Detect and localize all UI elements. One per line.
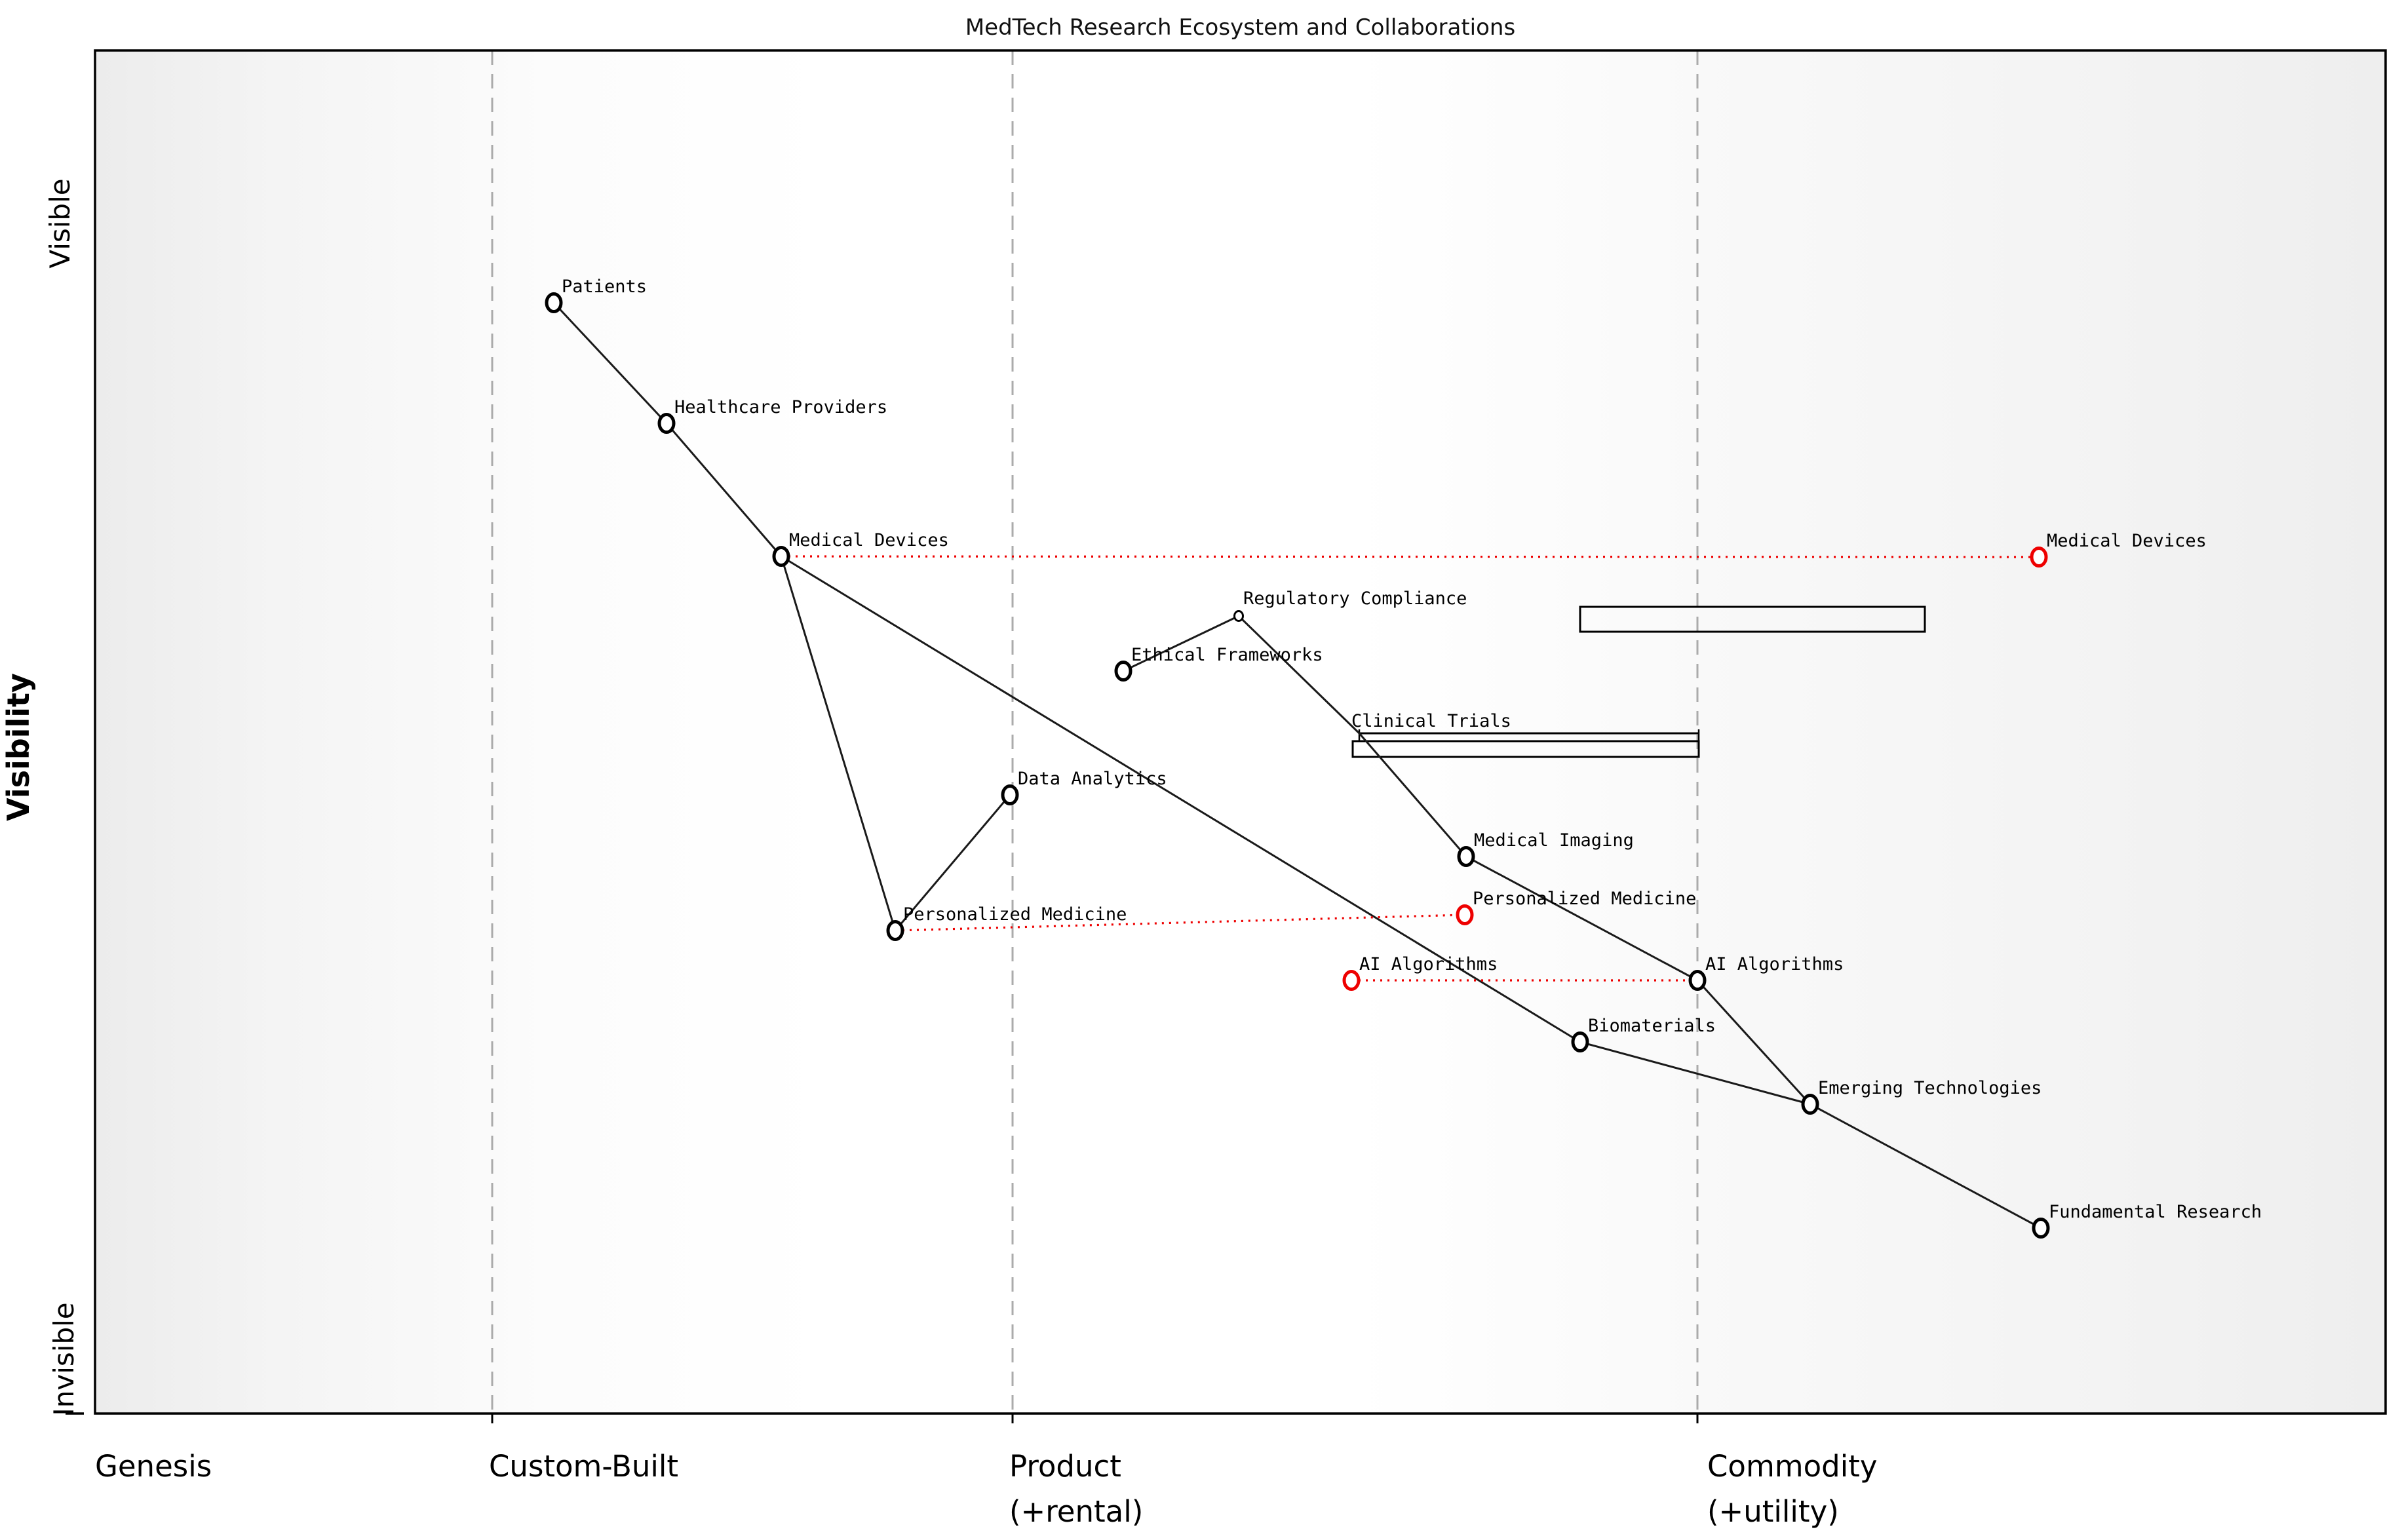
- plot-background: [95, 50, 2386, 1414]
- node-medical_devices[interactable]: [772, 546, 790, 567]
- y-axis-title: Visibility: [1, 673, 36, 821]
- node-data_analytics[interactable]: [1001, 784, 1019, 805]
- node-label-data_analytics: Data Analytics: [1018, 769, 1167, 789]
- edge-regulatory_compliance-clinical_trials: [1237, 615, 1361, 735]
- node-medical_devices_future[interactable]: [2030, 547, 2048, 568]
- node-patients[interactable]: [545, 292, 563, 313]
- node-label-medical_imaging: Medical Imaging: [1474, 830, 1634, 851]
- edge-ai_algorithms-emerging_technologies: [1696, 979, 1811, 1106]
- x-stage-label-product: Product: [1009, 1449, 1121, 1484]
- x-stage-label-genesis: Genesis: [95, 1449, 212, 1484]
- plot-border: [94, 49, 2387, 1415]
- y-axis-bottom-label: Invisible: [48, 1302, 80, 1415]
- edge-emerging_technologies-fundamental_research: [1810, 1103, 2042, 1229]
- node-label-regulatory_compliance: Regulatory Compliance: [1243, 588, 1467, 609]
- edge-medical_devices-biomaterials: [781, 555, 1581, 1043]
- edge-regulatory_compliance-ethical_frameworks: [1123, 615, 1239, 672]
- edge-personalized_medicine-data_analytics: [894, 794, 1011, 931]
- node-healthcare_providers[interactable]: [657, 413, 676, 434]
- node-label-medical_devices_future: Medical Devices: [2047, 531, 2207, 551]
- edge-healthcare_providers-medical_devices: [665, 423, 783, 557]
- node-ai_algorithms_future[interactable]: [1342, 970, 1361, 991]
- node-medical_imaging[interactable]: [1457, 846, 1475, 867]
- edge-clinical_trials-medical_imaging: [1358, 733, 1467, 857]
- edge-biomaterials-emerging_technologies: [1579, 1041, 1811, 1106]
- map-title: MedTech Research Ecosystem and Collabora…: [965, 14, 1516, 41]
- node-fundamental_research[interactable]: [2032, 1218, 2050, 1239]
- movement-medical_devices: [781, 555, 2040, 558]
- edge-patients-healthcare_providers: [552, 301, 668, 425]
- regulatory-pipeline: [1579, 606, 1926, 633]
- x-stage-label-custom-built: Custom-Built: [489, 1449, 678, 1484]
- node-regulatory_compliance[interactable]: [1233, 610, 1244, 622]
- edge-medical_imaging-ai_algorithms: [1465, 855, 1698, 982]
- y-axis-top-label: Visible: [44, 178, 76, 268]
- node-label-ai_algorithms_future: AI Algorithms: [1359, 954, 1498, 974]
- node-label-clinical_trials: Clinical Trials: [1351, 711, 1511, 731]
- node-ethical_frameworks[interactable]: [1114, 661, 1132, 682]
- movement-personalized_medicine: [895, 914, 1465, 932]
- node-label-healthcare_providers: Healthcare Providers: [674, 397, 887, 417]
- clinical-trials-pipeline: [1351, 740, 1700, 758]
- node-label-emerging_technologies: Emerging Technologies: [1818, 1078, 2042, 1098]
- x-stage-label-commodity: (+utility): [1707, 1494, 1839, 1529]
- node-label-personalized_medicine_future: Personalized Medicine: [1473, 889, 1696, 909]
- node-personalized_medicine[interactable]: [886, 920, 904, 941]
- node-label-patients: Patients: [562, 277, 647, 297]
- node-label-ethical_frameworks: Ethical Frameworks: [1131, 645, 1323, 665]
- x-stage-label-product: (+rental): [1009, 1494, 1143, 1529]
- node-personalized_medicine_future[interactable]: [1456, 904, 1474, 925]
- node-label-biomaterials: Biomaterials: [1588, 1016, 1716, 1036]
- node-label-fundamental_research: Fundamental Research: [2049, 1202, 2262, 1222]
- node-emerging_technologies[interactable]: [1801, 1094, 1819, 1115]
- node-label-ai_algorithms: AI Algorithms: [1705, 954, 1844, 974]
- edge-medical_devices-personalized_medicine: [780, 556, 897, 931]
- x-stage-label-commodity: Commodity: [1707, 1449, 1878, 1484]
- node-label-medical_devices: Medical Devices: [789, 530, 949, 550]
- node-label-personalized_medicine: Personalized Medicine: [903, 904, 1127, 925]
- node-biomaterials[interactable]: [1571, 1031, 1589, 1052]
- node-ai_algorithms[interactable]: [1688, 970, 1707, 991]
